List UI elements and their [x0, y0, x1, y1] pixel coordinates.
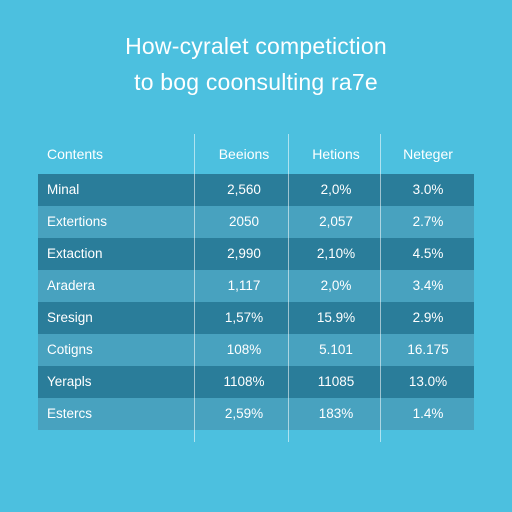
table-row: Yerapls 1108% 11085 13.0% — [38, 366, 474, 398]
row-label: Minal — [47, 182, 80, 197]
chart-title-line-2: to bog coonsulting ra7e — [134, 69, 378, 95]
table-cell: 1108% — [223, 374, 265, 389]
row-label: Cotigns — [47, 342, 93, 357]
column-header-neteger: Neteger — [403, 146, 453, 162]
table-cell: 108% — [226, 342, 262, 357]
table-cell: 1,117 — [227, 278, 261, 293]
column-header-beeions: Beeions — [218, 146, 270, 162]
chart-title-line-1: How-cyralet competiction — [125, 33, 387, 59]
table-cell: 2.9% — [412, 310, 444, 325]
table-cell: 1.4% — [412, 406, 444, 421]
column-divider — [288, 134, 289, 442]
column-header-hetions: Hetions — [312, 146, 360, 162]
table-cell: 2,990 — [227, 246, 261, 261]
table-cell: 2,0% — [320, 182, 352, 197]
table-cell: 16.175 — [407, 342, 449, 357]
table-cell: 2,10% — [316, 246, 356, 261]
table-row: Extaction 2,990 2,10% 4.5% — [38, 238, 474, 270]
table-row: Extertions 2050 2,057 2.7% — [38, 206, 474, 238]
table-cell: 5.101 — [319, 342, 353, 357]
table-body: Minal 2,560 2,0% 3.0% Extertions 2050 2,057 2.7… — [38, 174, 474, 430]
table-cell: 183% — [318, 406, 354, 421]
table-cell: 11085 — [317, 374, 355, 389]
table-cell: 1,57% — [224, 310, 264, 325]
table-cell: 3.4% — [412, 278, 444, 293]
table-row: Aradera 1,117 2,0% 3.4% — [38, 270, 474, 302]
row-label: Aradera — [47, 278, 96, 293]
row-label: Extaction — [47, 246, 103, 261]
table-cell: 13.0% — [408, 374, 448, 389]
table-cell: 2,057 — [319, 214, 353, 229]
column-divider — [380, 134, 381, 442]
table-cell: 2,59% — [224, 406, 264, 421]
column-header-contents: Contents — [47, 146, 104, 162]
table-cell: 15.9% — [316, 310, 356, 325]
column-divider — [194, 134, 195, 442]
table-cell: 4.5% — [412, 246, 444, 261]
row-label: Extertions — [47, 214, 108, 229]
table-row: Estercs 2,59% 183% 1.4% — [38, 398, 474, 430]
table-row: Minal 2,560 2,0% 3.0% — [38, 174, 474, 206]
table-row: Sresign 1,57% 15.9% 2.9% — [38, 302, 474, 334]
table-header: Contents Beeions Hetions Neteger — [38, 134, 474, 174]
table-cell: 2050 — [228, 214, 260, 229]
table-row: Cotigns 108% 5.101 16.175 — [38, 334, 474, 366]
row-label: Estercs — [47, 406, 93, 421]
data-table: Contents Beeions Hetions Neteger Minal 2,… — [38, 134, 474, 442]
row-label: Yerapls — [47, 374, 92, 389]
row-label: Sresign — [47, 310, 93, 325]
table-cell: 2,0% — [320, 278, 352, 293]
table-cell: 2.7% — [412, 214, 444, 229]
table-cell: 2,560 — [227, 182, 261, 197]
table-cell: 3.0% — [412, 182, 444, 197]
